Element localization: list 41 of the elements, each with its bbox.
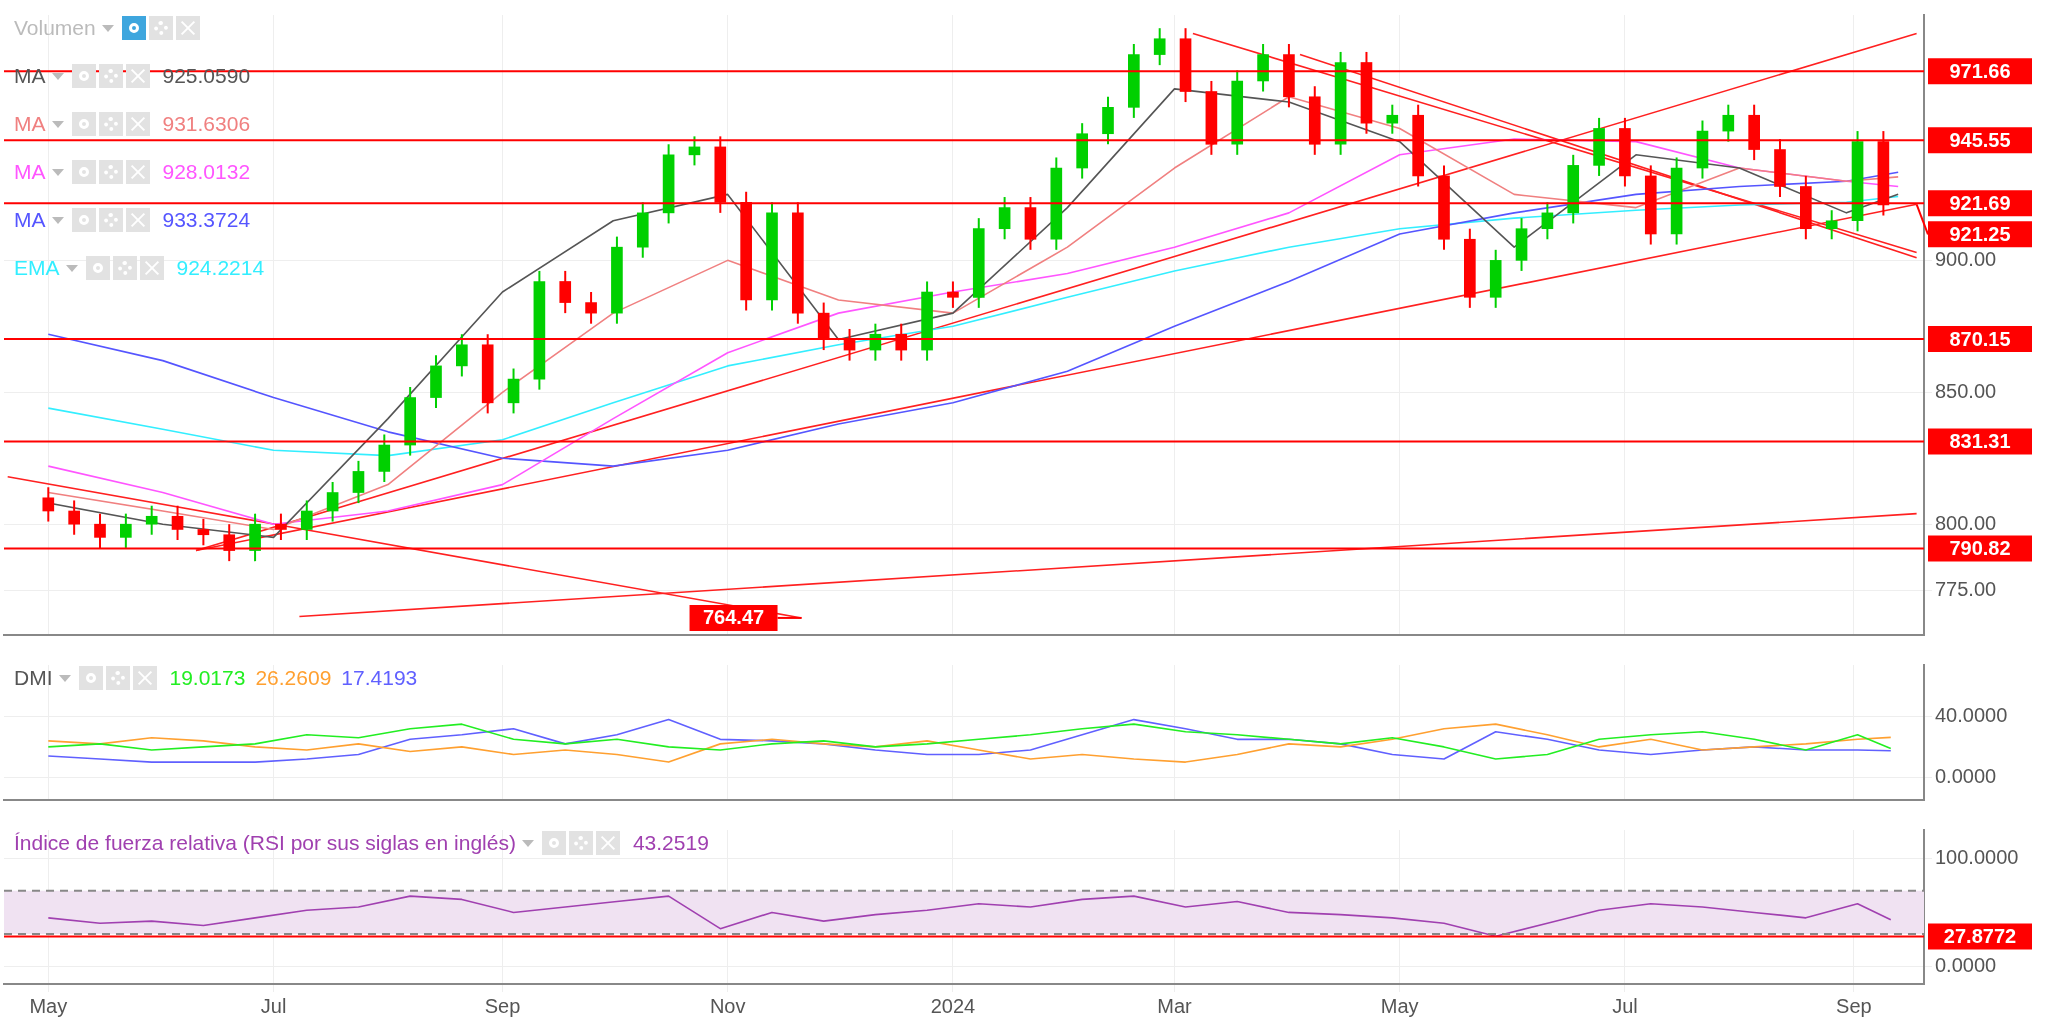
text: EMA [14, 255, 60, 281]
text: Índice de fuerza relativa (RSI por sus siglas en inglés) [14, 830, 516, 856]
text: MA [14, 159, 46, 185]
annotation: 924.2214 [176, 255, 265, 281]
annotation: 928.0132 [162, 159, 251, 185]
y-tick-label: 0.0000 [1935, 954, 1997, 977]
x-tick-label: Jul [260, 994, 287, 1017]
annotation: 931.6306 [162, 111, 251, 137]
annotation: 921.25 [1949, 222, 2011, 245]
x-tick-label: Sep [484, 994, 521, 1017]
legend-title: DMI [14, 665, 53, 691]
x-tick-label: May [1380, 994, 1419, 1017]
ref-line-label: 790.82 [1949, 536, 2011, 559]
y-tick-label: 0.0000 [1935, 764, 1997, 787]
legend-title: Volumen [14, 15, 96, 41]
x-tick-label: Mar [1157, 994, 1193, 1017]
y-tick-label: 40.0000 [1935, 704, 2008, 727]
y-tick-label: 800.00 [1935, 511, 1997, 534]
y-tick-label: 775.00 [1935, 577, 1997, 600]
ref-line-label: 870.15 [1949, 327, 2011, 350]
annotation: 933.3724 [162, 207, 251, 233]
ref-line-label: 921.69 [1949, 191, 2011, 214]
ref-line-label: 971.66 [1949, 59, 2011, 82]
x-tick-label: May [29, 994, 68, 1017]
y-tick-label: 100.0000 [1935, 845, 2019, 868]
annotation: 26.2609 [255, 665, 332, 691]
annotation: 43.2519 [632, 830, 709, 856]
text: MA [14, 111, 46, 137]
y-tick-label: 900.00 [1935, 247, 1997, 270]
y-tick-label: 850.00 [1935, 379, 1997, 402]
text: MA [14, 207, 46, 233]
ref-line-label: 945.55 [1949, 128, 2011, 151]
x-tick-label: Sep [1836, 994, 1872, 1017]
ref-line-label: 831.31 [1949, 430, 2011, 453]
x-tick-label: 2024 [930, 994, 976, 1017]
annotation: 19.0173 [169, 665, 246, 691]
ref-line-label: 27.8772 [1943, 924, 2017, 947]
annotation: 764.47 [702, 606, 765, 629]
x-tick-label: Jul [1612, 994, 1638, 1017]
annotation: 17.4193 [341, 665, 418, 691]
x-tick-label: Nov [709, 994, 746, 1017]
